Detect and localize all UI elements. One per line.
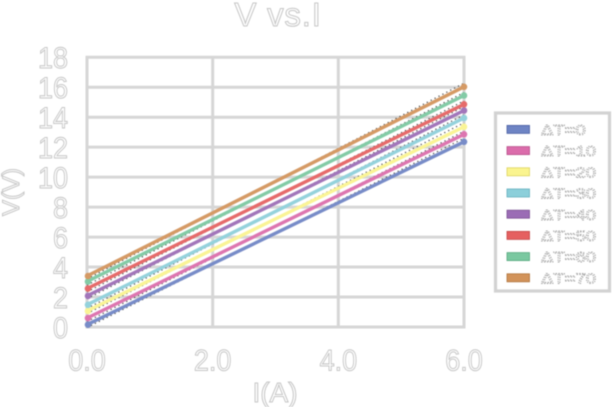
svg-text:ΔT=20: ΔT=20 bbox=[541, 164, 596, 181]
svg-text:ΔT=10: ΔT=10 bbox=[541, 143, 596, 160]
svg-text:ΔT=30: ΔT=30 bbox=[541, 185, 596, 202]
svg-text:4: 4 bbox=[53, 252, 68, 286]
svg-text:0: 0 bbox=[53, 312, 68, 346]
svg-text:2: 2 bbox=[53, 282, 68, 316]
svg-text:8: 8 bbox=[53, 192, 68, 226]
svg-text:ΔT=50: ΔT=50 bbox=[541, 228, 596, 245]
svg-text:2.0: 2.0 bbox=[194, 344, 232, 378]
svg-text:ΔT=60: ΔT=60 bbox=[541, 249, 596, 266]
svg-text:14: 14 bbox=[38, 102, 68, 136]
svg-text:ΔT=70: ΔT=70 bbox=[541, 270, 596, 287]
svg-text:0.0: 0.0 bbox=[68, 344, 106, 378]
svg-text:6: 6 bbox=[53, 222, 68, 256]
svg-text:16: 16 bbox=[38, 72, 68, 106]
svg-text:I(A): I(A) bbox=[252, 377, 297, 407]
svg-text:6.0: 6.0 bbox=[445, 344, 483, 378]
svg-text:4.0: 4.0 bbox=[320, 344, 358, 378]
svg-text:12: 12 bbox=[38, 132, 68, 166]
svg-text:10: 10 bbox=[38, 162, 68, 196]
svg-text:V(V): V(V) bbox=[0, 168, 25, 216]
svg-text:ΔT=0: ΔT=0 bbox=[541, 122, 586, 139]
svg-text:ΔT=40: ΔT=40 bbox=[541, 206, 596, 223]
svg-text:V vs.I: V vs.I bbox=[234, 0, 321, 33]
svg-text:18: 18 bbox=[38, 42, 68, 76]
